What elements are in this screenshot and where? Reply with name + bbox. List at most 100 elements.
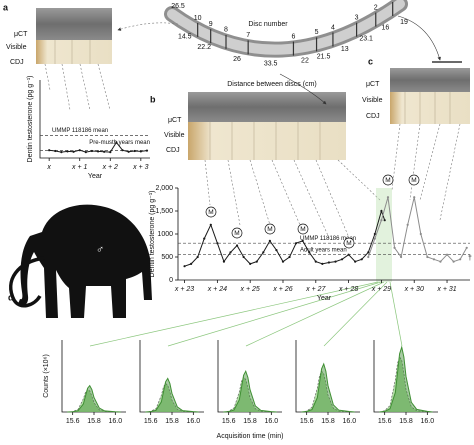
disc-distance: 26: [233, 56, 241, 63]
image-label: μCT: [14, 31, 28, 38]
data-point: [60, 151, 63, 154]
data-point: [216, 242, 219, 245]
image-label: CDJ: [166, 147, 180, 154]
disc-distance: 14.5: [178, 33, 192, 40]
disc-distance: 13: [341, 46, 349, 53]
visible-image: [390, 92, 470, 124]
disc-number: 5: [315, 29, 319, 36]
data-point: [380, 219, 383, 222]
image-label: μCT: [366, 81, 380, 88]
arrow: [279, 73, 327, 105]
data-point: [445, 253, 449, 256]
disc-number: 8: [224, 27, 228, 34]
x-tick-label: x + 1: [71, 164, 87, 171]
data-point: [459, 258, 462, 261]
data-point: [275, 249, 278, 252]
arrow: [397, 15, 441, 61]
data-point: [354, 260, 357, 263]
x-tick-label: x + 27: [305, 286, 326, 293]
data-point: [183, 265, 186, 268]
data-point: [209, 223, 212, 226]
peak-label: M: [411, 177, 416, 184]
disc-number: 3: [355, 15, 359, 22]
peak-line: [67, 384, 121, 413]
disc-number: 2: [374, 4, 378, 11]
x-tick-label: 16.0: [265, 418, 279, 425]
x-tick-label: 15.6: [144, 418, 158, 425]
peak-area: [379, 356, 433, 412]
y-tick-label: 1,500: [155, 208, 173, 215]
data-point: [308, 251, 311, 254]
peak-line: [145, 377, 199, 413]
x-tick-label: 16.0: [343, 418, 357, 425]
peak-area: [379, 347, 433, 412]
data-point: [96, 150, 100, 153]
data-point: [115, 141, 118, 144]
peak-marker: [382, 174, 394, 186]
data-point: [203, 237, 206, 240]
y-tick-label: 0: [169, 277, 173, 284]
data-point: [383, 219, 386, 222]
data-point: [229, 251, 232, 254]
section-lines: [209, 122, 321, 160]
tusk-core: [167, 0, 405, 55]
peak-area: [223, 377, 277, 412]
x-tick-label: 15.6: [378, 418, 392, 425]
peak-line: [379, 356, 433, 413]
data-point: [90, 149, 94, 153]
highlight-band: [376, 188, 392, 282]
tusk: [164, 0, 408, 58]
ct-image: [390, 68, 470, 92]
x-tick-label: x + 2: [102, 164, 118, 171]
data-point: [242, 255, 245, 259]
disc-number: 10: [194, 15, 202, 22]
peak-line: [145, 382, 199, 413]
data-point: [439, 260, 442, 263]
x-tick-label: x + 26: [272, 286, 292, 293]
data-point: [139, 150, 142, 153]
image-label: μCT: [168, 117, 182, 124]
link-line: [389, 281, 403, 347]
data-point: [145, 149, 149, 152]
peak-label: M: [267, 226, 272, 233]
data-point: [426, 255, 429, 259]
data-point: [54, 149, 57, 153]
reference-label: UMMP 118186 mean: [52, 128, 108, 134]
ct-image: [36, 8, 112, 40]
ct-image: [188, 92, 346, 122]
mammoth-tusk: [9, 256, 45, 308]
peak-marker: [297, 223, 309, 235]
peak-area: [145, 383, 199, 412]
peak-line: [223, 376, 277, 413]
disc-distance: 21.5: [317, 53, 331, 60]
end-marker: †: [468, 255, 472, 262]
data-point: [380, 209, 383, 213]
peak-area: [67, 389, 121, 412]
peak-label: M: [346, 240, 351, 247]
image-label: Visible: [362, 97, 383, 104]
data-point: [78, 149, 81, 152]
disc-label: Disc number: [248, 21, 288, 28]
data-point: [48, 149, 51, 152]
data-point: [196, 255, 199, 259]
peak-area: [67, 385, 121, 412]
data-point: [373, 232, 376, 236]
disc-number: 7: [246, 32, 250, 39]
data-point: [262, 251, 265, 254]
data-point: [190, 262, 193, 265]
data-point: [419, 232, 422, 236]
peak-marker: [264, 223, 276, 235]
visible-image: [36, 40, 112, 64]
data-point: [340, 258, 344, 261]
data-point: [360, 258, 363, 261]
data-point: [295, 242, 298, 245]
peak-line: [301, 370, 355, 413]
peak-line: [301, 362, 355, 413]
image-label: CDJ: [10, 59, 24, 66]
x-tick-label: x + 24: [207, 286, 227, 293]
disc-distance: 26.5: [171, 3, 185, 10]
x-tick-label: x + 3: [132, 164, 148, 171]
link-line: [167, 281, 382, 347]
data-point: [367, 251, 370, 254]
